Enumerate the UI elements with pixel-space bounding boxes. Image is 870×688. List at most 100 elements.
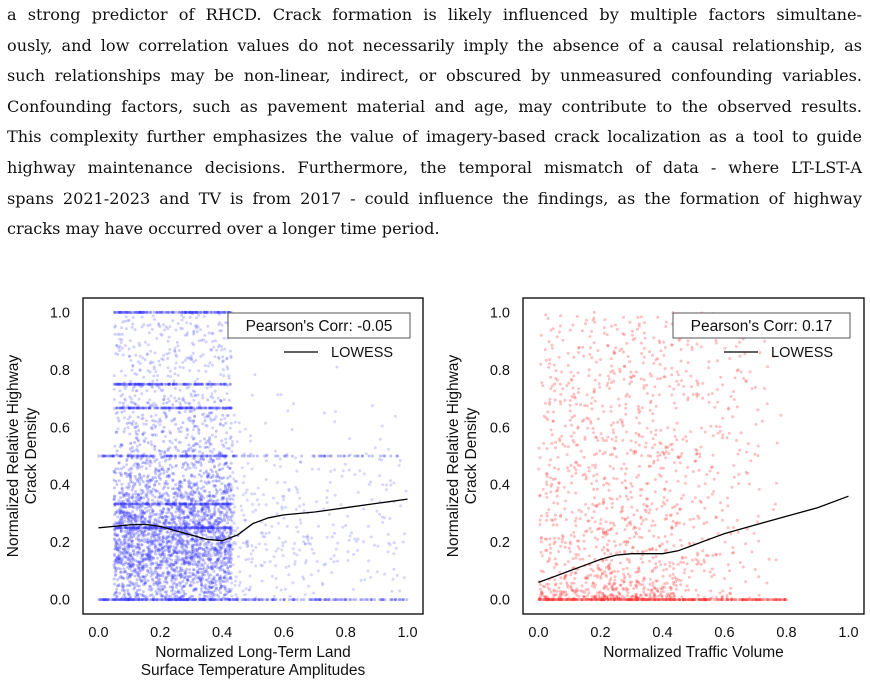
scatter-point [234, 593, 238, 597]
scatter-point [120, 443, 124, 447]
scatter-point [143, 526, 147, 530]
scatter-point [203, 437, 206, 441]
scatter-point [133, 440, 137, 444]
scatter-point [295, 525, 298, 529]
scatter-point [128, 495, 132, 499]
scatter-point [201, 451, 205, 455]
scatter-point [173, 387, 177, 390]
scatter-point [135, 462, 139, 466]
scatter-point [198, 493, 202, 496]
scatter-point [207, 480, 211, 484]
scatter-point [181, 579, 185, 583]
scatter-point [163, 595, 167, 599]
scatter-point [175, 542, 178, 546]
scatter-point [545, 483, 549, 487]
scatter-point [210, 586, 214, 589]
scatter-point [159, 502, 163, 506]
scatter-point [274, 577, 278, 580]
scatter-point [111, 454, 115, 458]
scatter-point [171, 592, 175, 596]
scatter-point [184, 452, 188, 456]
scatter-point [190, 493, 193, 497]
scatter-point [210, 546, 214, 550]
scatter-point [156, 587, 160, 591]
scatter-point [129, 596, 133, 600]
scatter-point [299, 598, 303, 602]
scatter-point [214, 454, 218, 458]
scatter-point [192, 419, 196, 423]
scatter-point [226, 560, 230, 564]
scatter-point [206, 398, 210, 402]
scatter-point [133, 513, 137, 517]
scatter-point [113, 562, 117, 566]
scatter-point [149, 414, 153, 418]
scatter-point [309, 573, 313, 577]
scatter-point [277, 521, 280, 525]
scatter-point [181, 595, 185, 598]
scatter-point [661, 574, 665, 578]
scatter-point [140, 553, 144, 557]
scatter-point [141, 590, 145, 594]
scatter-point [140, 543, 144, 547]
scatter-point [141, 526, 145, 530]
scatter-point [194, 514, 198, 518]
scatter-point [147, 480, 151, 484]
scatter-point [605, 506, 609, 510]
scatter-point [140, 539, 144, 543]
scatter-point [154, 575, 158, 579]
scatter-point [553, 578, 557, 582]
scatter-point [175, 551, 179, 555]
scatter-point [257, 598, 261, 602]
scatter-point [675, 370, 679, 374]
scatter-point [181, 361, 185, 364]
scatter-point [162, 468, 166, 472]
scatter-point [128, 475, 132, 479]
scatter-point [161, 574, 165, 578]
scatter-point [223, 347, 226, 351]
scatter-point [215, 491, 219, 495]
scatter-point [148, 552, 152, 556]
scatter-point [137, 584, 141, 588]
scatter-point [202, 591, 206, 595]
scatter-point [228, 564, 232, 568]
scatter-point [373, 543, 376, 547]
scatter-point [140, 543, 144, 547]
scatter-point [122, 598, 126, 602]
scatter-point [219, 583, 223, 587]
scatter-point [218, 517, 222, 520]
scatter-point [113, 503, 117, 507]
scatter-point [171, 535, 175, 539]
scatter-point [222, 476, 226, 480]
scatter-point [244, 587, 248, 591]
scatter-point [121, 332, 124, 336]
scatter-point [221, 533, 225, 537]
scatter-point [295, 488, 299, 491]
scatter-point [127, 468, 131, 472]
scatter-point [153, 351, 157, 355]
scatter-point [134, 426, 138, 429]
scatter-point [117, 553, 121, 557]
scatter-point [255, 498, 259, 502]
scatter-point [149, 461, 153, 465]
chart-panel-2: 0.0 0.2 0.4 0.6 0.8 1.00.00.20.40.60.81.0Norm… [445, 297, 865, 661]
scatter-point [155, 519, 159, 523]
scatter-point [302, 535, 305, 539]
scatter-point [124, 505, 128, 509]
scatter-point [126, 565, 130, 569]
scatter-point [354, 598, 358, 602]
scatter-point [641, 361, 645, 365]
scatter-point [155, 458, 159, 461]
scatter-point [139, 488, 143, 492]
scatter-point [120, 486, 124, 490]
scatter-point [122, 430, 126, 434]
scatter-point [182, 561, 186, 565]
scatter-point [171, 548, 175, 552]
scatter-point [182, 584, 186, 588]
scatter-point [163, 481, 167, 485]
scatter-point [652, 361, 656, 365]
scatter-point [712, 477, 716, 481]
scatter-point [200, 526, 204, 530]
scatter-point [214, 579, 218, 583]
scatter-point [203, 590, 207, 594]
scatter-point [173, 492, 177, 496]
